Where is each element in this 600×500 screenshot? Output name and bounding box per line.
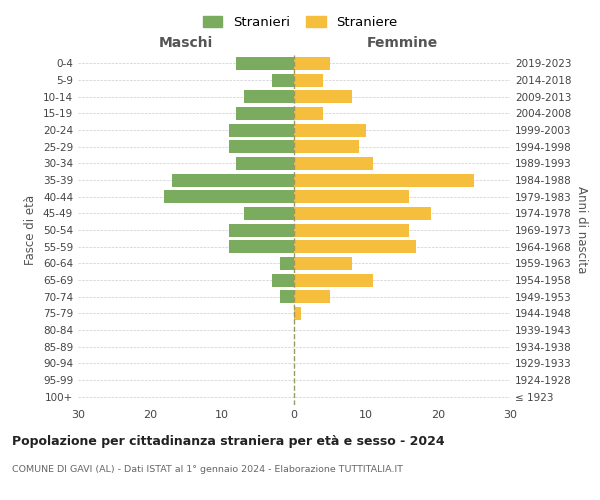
- Bar: [172, 174, 294, 186]
- Bar: [294, 207, 431, 220]
- Bar: [294, 140, 359, 153]
- Bar: [229, 224, 294, 236]
- Y-axis label: Fasce di età: Fasce di età: [25, 195, 37, 265]
- Bar: [229, 124, 294, 136]
- Bar: [294, 274, 373, 286]
- Bar: [294, 107, 323, 120]
- Bar: [236, 107, 294, 120]
- Bar: [244, 207, 294, 220]
- Bar: [236, 57, 294, 70]
- Text: COMUNE DI GAVI (AL) - Dati ISTAT al 1° gennaio 2024 - Elaborazione TUTTITALIA.IT: COMUNE DI GAVI (AL) - Dati ISTAT al 1° g…: [12, 465, 403, 474]
- Bar: [164, 190, 294, 203]
- Bar: [229, 140, 294, 153]
- Text: Maschi: Maschi: [159, 36, 213, 50]
- Bar: [294, 124, 366, 136]
- Text: Popolazione per cittadinanza straniera per età e sesso - 2024: Popolazione per cittadinanza straniera p…: [12, 435, 445, 448]
- Bar: [294, 240, 416, 253]
- Y-axis label: Anni di nascita: Anni di nascita: [575, 186, 588, 274]
- Bar: [294, 90, 352, 103]
- Bar: [294, 157, 373, 170]
- Bar: [294, 74, 323, 86]
- Bar: [294, 174, 474, 186]
- Bar: [294, 307, 301, 320]
- Bar: [294, 257, 352, 270]
- Bar: [280, 257, 294, 270]
- Bar: [229, 240, 294, 253]
- Bar: [272, 274, 294, 286]
- Legend: Stranieri, Straniere: Stranieri, Straniere: [199, 12, 401, 33]
- Bar: [294, 57, 330, 70]
- Text: Femmine: Femmine: [367, 36, 437, 50]
- Bar: [272, 74, 294, 86]
- Bar: [294, 190, 409, 203]
- Bar: [294, 290, 330, 303]
- Bar: [294, 224, 409, 236]
- Bar: [280, 290, 294, 303]
- Bar: [244, 90, 294, 103]
- Bar: [236, 157, 294, 170]
